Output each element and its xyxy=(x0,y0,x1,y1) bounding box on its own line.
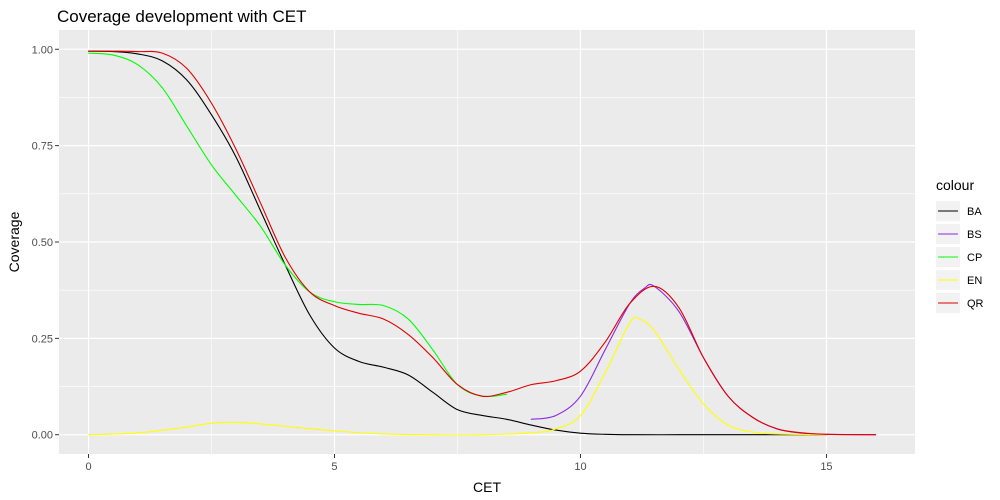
legend-label-en: EN xyxy=(967,275,982,287)
x-tick-label: 15 xyxy=(820,461,832,473)
x-axis-title: CET xyxy=(473,479,501,495)
legend: colour BA BS CP EN QR xyxy=(936,177,984,313)
y-tick-label: 0.75 xyxy=(32,141,53,153)
legend-label-ba: BA xyxy=(967,206,982,218)
y-axis-title: Coverage xyxy=(6,211,22,272)
series-line-cp xyxy=(87,52,508,398)
legend-title: colour xyxy=(936,177,974,193)
y-tick-label: 0.00 xyxy=(32,430,53,442)
x-tick-label: 5 xyxy=(331,461,337,473)
x-axis-ticks: 0 5 10 15 xyxy=(85,454,833,473)
major-grid xyxy=(59,30,915,454)
chart-title: Coverage development with CET xyxy=(57,7,306,26)
legend-label-cp: CP xyxy=(967,252,982,264)
x-tick-label: 0 xyxy=(85,461,91,473)
legend-items: BA BS CP EN QR xyxy=(936,201,984,313)
legend-label-qr: QR xyxy=(967,298,984,310)
series-layer xyxy=(87,50,877,436)
y-axis-ticks: 0.00 0.25 0.50 0.75 1.00 xyxy=(32,44,59,442)
y-tick-label: 0.25 xyxy=(32,333,53,345)
y-tick-label: 0.50 xyxy=(32,237,53,249)
series-line-en xyxy=(87,316,827,436)
y-tick-label: 1.00 xyxy=(32,44,53,56)
x-tick-label: 10 xyxy=(574,461,586,473)
series-line-qr xyxy=(87,50,877,436)
legend-label-bs: BS xyxy=(967,229,982,241)
series-line-ba xyxy=(87,50,827,436)
